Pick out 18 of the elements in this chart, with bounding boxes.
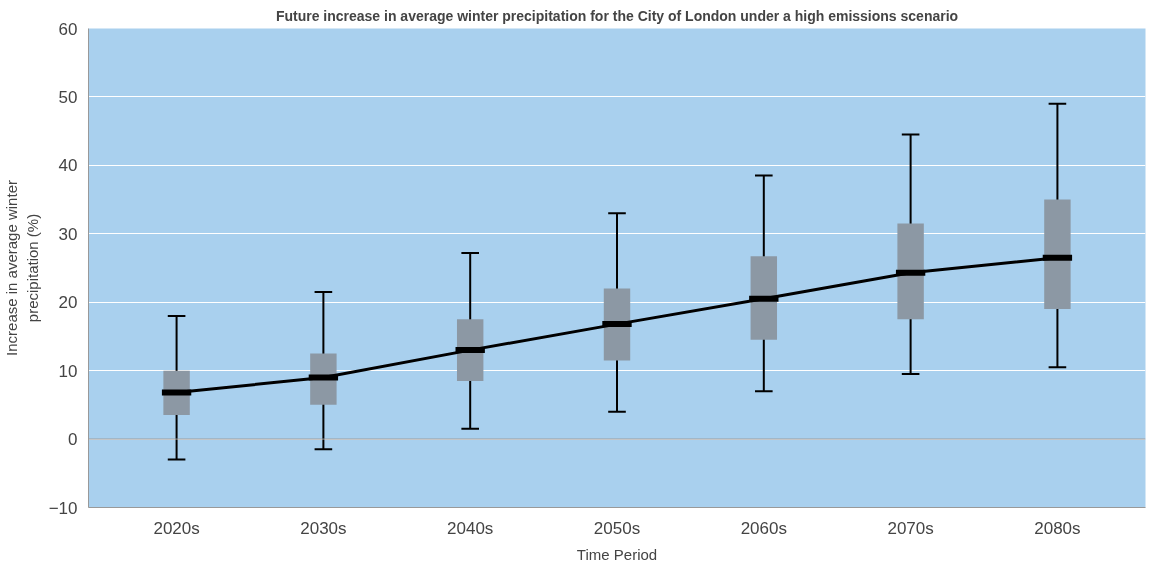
y-tick-label: −10 — [48, 498, 78, 518]
y-tick-label: 0 — [68, 430, 78, 450]
y-tick-label: 20 — [58, 293, 78, 313]
y-tick-label: 40 — [58, 156, 78, 176]
x-tick-label: 2070s — [887, 518, 934, 538]
x-axis-title: Time Period — [576, 545, 658, 563]
y-tick-label: 30 — [58, 224, 78, 244]
y-tick-label: 10 — [58, 361, 78, 381]
x-tick-label: 2040s — [447, 518, 494, 538]
y-tick-label: 50 — [58, 87, 78, 107]
y-axis-title: Increase in average winter precipitation (%) — [3, 180, 41, 356]
y-tick-label: 60 — [58, 19, 78, 39]
x-tick-label: 2080s — [1034, 518, 1081, 538]
chart-title: Future increase in average winter precipitation for the City of London under a high emissions scenario — [275, 7, 959, 24]
x-tick-label: 2050s — [593, 518, 641, 538]
x-tick-label: 2020s — [153, 518, 200, 538]
x-tick-label: 2030s — [300, 518, 347, 538]
x-tick-label: 2060s — [740, 518, 787, 538]
